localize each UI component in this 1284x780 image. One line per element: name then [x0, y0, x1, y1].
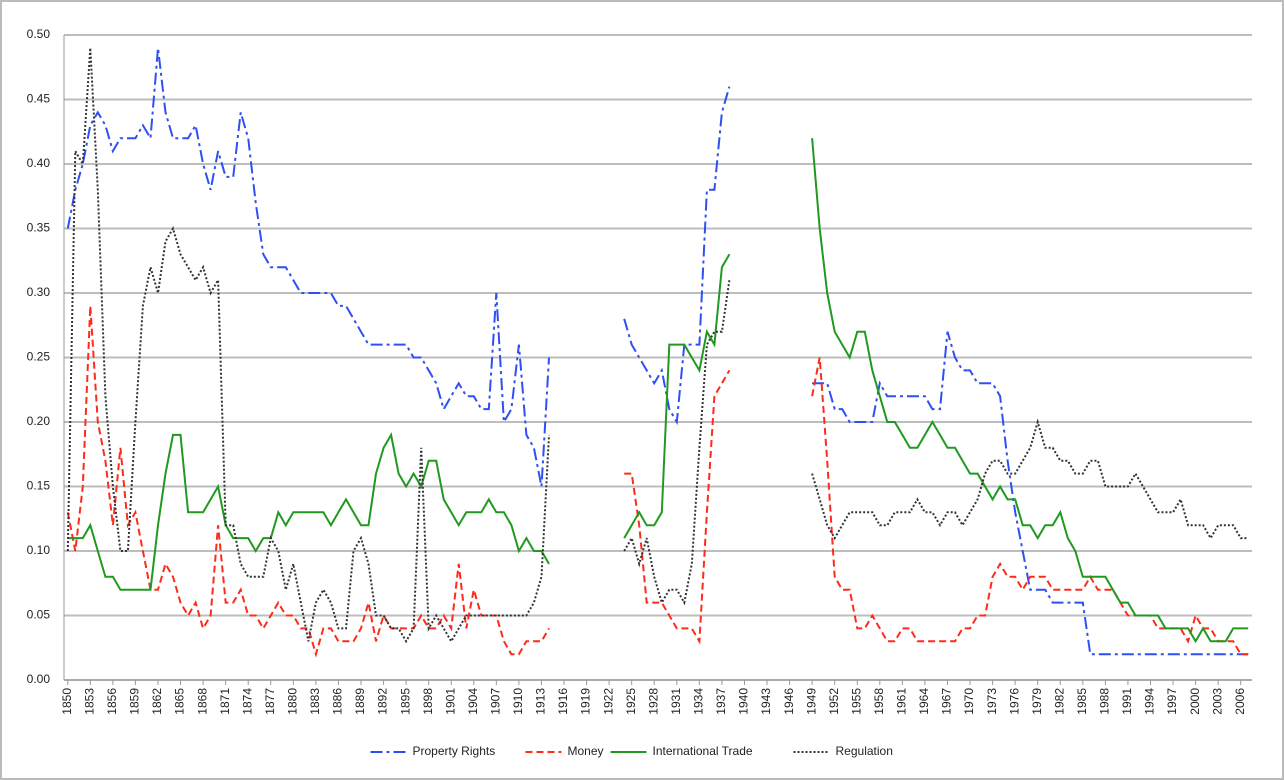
x-tick-label: 1934: [692, 688, 706, 715]
x-tick-label: 1970: [962, 688, 976, 715]
x-tick-label: 1937: [714, 688, 728, 715]
x-tick-label: 1952: [827, 688, 841, 715]
x-tick-label: 1856: [105, 688, 119, 715]
series-line: [67, 138, 1249, 644]
x-tick-label: 1943: [759, 688, 773, 715]
x-tick-label: 2003: [1210, 688, 1224, 715]
x-tick-label: 2006: [1233, 688, 1247, 715]
x-tick-label: 1922: [601, 688, 615, 715]
y-tick-label: 0.45: [27, 92, 51, 106]
x-tick-label: 1892: [376, 688, 390, 715]
y-tick-label: 0.40: [27, 156, 51, 170]
legend-label: International Trade: [653, 744, 753, 758]
series-line: [66, 47, 1249, 644]
x-tick-label: 1949: [804, 688, 818, 715]
series-line: [66, 47, 1249, 656]
x-tick-label: 1904: [466, 688, 480, 715]
x-tick-label: 1973: [985, 688, 999, 715]
x-tick-label: 1874: [240, 688, 254, 715]
x-tick-label: 1988: [1098, 688, 1112, 715]
x-tick-label: 1997: [1165, 688, 1179, 715]
x-tick-label: 1955: [849, 688, 863, 715]
x-tick-label: 1979: [1030, 688, 1044, 715]
x-tick-label: 1919: [579, 688, 593, 715]
y-tick-label: 0.15: [27, 479, 51, 493]
x-tick-label: 1982: [1052, 688, 1066, 715]
x-tick-label: 1886: [331, 688, 345, 715]
x-tick-label: 1901: [443, 688, 457, 715]
x-tick-label: 1928: [646, 688, 660, 715]
x-tick-label: 1850: [60, 688, 74, 715]
y-tick-label: 0.00: [27, 672, 51, 686]
y-tick-label: 0.30: [27, 285, 51, 299]
x-tick-label: 1994: [1143, 688, 1157, 715]
x-tick-label: 1946: [782, 688, 796, 715]
x-tick-label: 1883: [308, 688, 322, 715]
x-tick-label: 1859: [128, 688, 142, 715]
x-tick-label: 1898: [421, 688, 435, 715]
x-tick-label: 1877: [263, 688, 277, 715]
legend-label: Money: [568, 744, 604, 758]
y-tick-label: 0.25: [27, 350, 51, 364]
x-tick-label: 1931: [669, 688, 683, 715]
x-tick-label: 1907: [489, 688, 503, 715]
x-tick-label: 1916: [556, 688, 570, 715]
x-tick-label: 1871: [218, 688, 232, 715]
x-tick-label: 1976: [1007, 688, 1021, 715]
legend-label: Regulation: [836, 744, 893, 758]
x-tick-label: 1964: [917, 688, 931, 715]
x-tick-label: 1985: [1075, 688, 1089, 715]
x-tick-label: 1862: [150, 688, 164, 715]
x-tick-label: 1991: [1120, 688, 1134, 715]
x-tick-label: 1967: [940, 688, 954, 715]
legend-label: Property Rights: [413, 744, 496, 758]
y-tick-label: 0.20: [27, 414, 51, 428]
x-tick-label: 2000: [1188, 688, 1202, 715]
x-tick-label: 1895: [398, 688, 412, 715]
x-tick-label: 1958: [872, 688, 886, 715]
x-tick-label: 1913: [534, 688, 548, 715]
x-tick-label: 1961: [895, 688, 909, 715]
x-tick-label: 1910: [511, 688, 525, 715]
x-tick-label: 1880: [286, 688, 300, 715]
x-tick-label: 1925: [624, 688, 638, 715]
x-tick-label: 1940: [737, 688, 751, 715]
x-tick-label: 1868: [195, 688, 209, 715]
x-tick-label: 1865: [173, 688, 187, 715]
y-tick-label: 0.35: [27, 221, 51, 235]
x-tick-label: 1853: [82, 688, 96, 715]
x-tick-label: 1889: [353, 688, 367, 715]
y-tick-label: 0.05: [27, 608, 51, 622]
y-tick-label: 0.10: [27, 543, 51, 557]
y-tick-label: 0.50: [27, 27, 51, 41]
